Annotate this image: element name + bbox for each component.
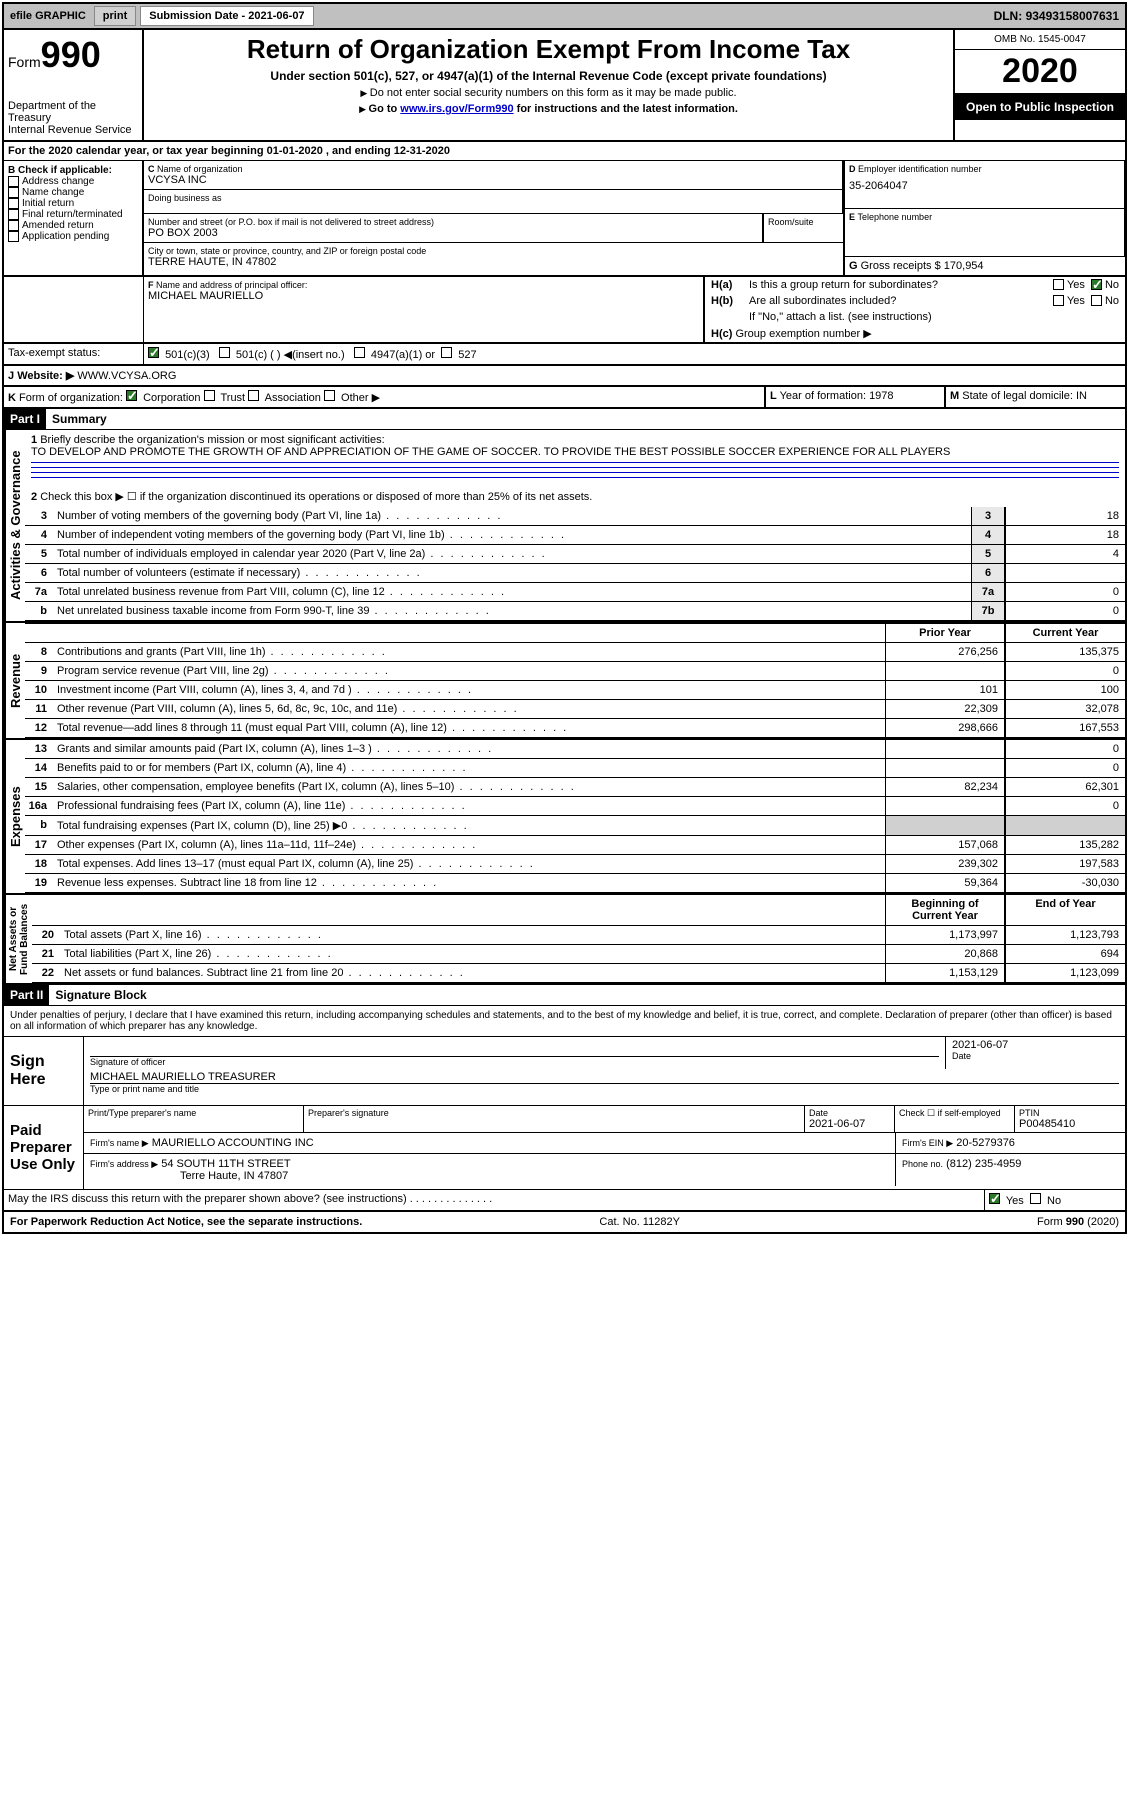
section-c: C Name of organization VCYSA INC Doing b… — [144, 161, 845, 275]
part1-rev: Revenue Prior Year Current Year 8Contrib… — [4, 623, 1125, 740]
table-row: 10Investment income (Part VIII, column (… — [25, 681, 1125, 700]
table-row: 15Salaries, other compensation, employee… — [25, 778, 1125, 797]
cb-501c[interactable] — [219, 347, 230, 358]
dept-label: Department of the Treasury Internal Reve… — [8, 100, 138, 136]
table-row: 7aTotal unrelated business revenue from … — [25, 583, 1125, 602]
ein: 35-2064047 — [849, 180, 1120, 192]
discuss-yes[interactable] — [989, 1193, 1000, 1204]
table-row: 20Total assets (Part X, line 16)1,173,99… — [32, 926, 1125, 945]
omb: OMB No. 1545-0047 — [955, 30, 1125, 50]
org-name: VCYSA INC — [148, 174, 838, 186]
table-row: 3Number of voting members of the governi… — [25, 507, 1125, 526]
table-row: 19Revenue less expenses. Subtract line 1… — [25, 874, 1125, 893]
table-row: 18Total expenses. Add lines 13–17 (must … — [25, 855, 1125, 874]
bcdeg-block: B Check if applicable: Address change Na… — [4, 161, 1125, 277]
print-button[interactable]: print — [94, 6, 136, 26]
part1-exp: Expenses 13Grants and similar amounts pa… — [4, 740, 1125, 895]
table-row: 13Grants and similar amounts paid (Part … — [25, 740, 1125, 759]
sign-here: Sign Here Signature of officer 2021-06-0… — [4, 1037, 1125, 1106]
table-row: 22Net assets or fund balances. Subtract … — [32, 964, 1125, 983]
org-address: PO BOX 2003 — [148, 227, 758, 239]
ag-rows: 3Number of voting members of the governi… — [25, 507, 1125, 621]
table-row: 11Other revenue (Part VIII, column (A), … — [25, 700, 1125, 719]
form990-link[interactable]: www.irs.gov/Form990 — [400, 103, 513, 115]
website-row: J Website: ▶ WWW.VCYSA.ORG — [4, 366, 1125, 387]
cb-other[interactable] — [324, 390, 335, 401]
cb-final-return[interactable] — [8, 209, 19, 220]
table-row: 17Other expenses (Part IX, column (A), l… — [25, 836, 1125, 855]
hb-no[interactable] — [1091, 295, 1102, 306]
form-number: Form990 — [8, 34, 138, 76]
tax-year: 2020 — [955, 50, 1125, 94]
table-row: 5Total number of individuals employed in… — [25, 545, 1125, 564]
discuss-no[interactable] — [1030, 1193, 1041, 1204]
cb-amended-return[interactable] — [8, 220, 19, 231]
table-row: bTotal fundraising expenses (Part IX, co… — [25, 816, 1125, 836]
klm-row: K Form of organization: Corporation Trus… — [4, 387, 1125, 409]
net-rows: 20Total assets (Part X, line 16)1,173,99… — [32, 926, 1125, 983]
paid-preparer: Paid Preparer Use Only Print/Type prepar… — [4, 1106, 1125, 1190]
inspection-badge: Open to Public Inspection — [955, 94, 1125, 120]
discuss-row: May the IRS discuss this return with the… — [4, 1190, 1125, 1212]
cb-corp[interactable] — [126, 390, 137, 401]
form-title: Return of Organization Exempt From Incom… — [148, 34, 949, 65]
part1-net: Net Assets or Fund Balances Beginning of… — [4, 895, 1125, 985]
declaration: Under penalties of perjury, I declare th… — [4, 1006, 1125, 1037]
section-deg: D Employer identification number 35-2064… — [845, 161, 1125, 275]
gross-receipts: 170,954 — [944, 260, 984, 272]
footer: For Paperwork Reduction Act Notice, see … — [4, 1212, 1125, 1232]
exp-rows: 13Grants and similar amounts paid (Part … — [25, 740, 1125, 893]
table-row: 9Program service revenue (Part VIII, lin… — [25, 662, 1125, 681]
part1-header: Part I Summary — [4, 409, 1125, 430]
table-row: 12Total revenue—add lines 8 through 11 (… — [25, 719, 1125, 738]
cb-4947[interactable] — [354, 347, 365, 358]
section-b: B Check if applicable: Address change Na… — [4, 161, 144, 275]
cb-trust[interactable] — [204, 390, 215, 401]
taxexempt-row: Tax-exempt status: 501(c)(3) 501(c) ( ) … — [4, 344, 1125, 366]
table-row: 8Contributions and grants (Part VIII, li… — [25, 643, 1125, 662]
sidebar-rev: Revenue — [4, 623, 25, 738]
table-row: 4Number of independent voting members of… — [25, 526, 1125, 545]
sidebar-net: Net Assets or Fund Balances — [4, 895, 32, 983]
cb-initial-return[interactable] — [8, 198, 19, 209]
table-row: 16aProfessional fundraising fees (Part I… — [25, 797, 1125, 816]
sub2: Go to www.irs.gov/Form990 for instructio… — [148, 103, 949, 115]
form-page: efile GRAPHIC print Submission Date - 20… — [2, 2, 1127, 1234]
header: Form990 Department of the Treasury Inter… — [4, 30, 1125, 142]
rev-rows: 8Contributions and grants (Part VIII, li… — [25, 643, 1125, 738]
sidebar-exp: Expenses — [4, 740, 25, 893]
efile-label: efile GRAPHIC — [4, 10, 92, 22]
officer-name: MICHAEL MAURIELLO — [148, 290, 699, 302]
part1-ag: Activities & Governance 1 Briefly descri… — [4, 430, 1125, 623]
table-row: 6Total number of volunteers (estimate if… — [25, 564, 1125, 583]
cb-address-change[interactable] — [8, 176, 19, 187]
table-row: 14Benefits paid to or for members (Part … — [25, 759, 1125, 778]
ha-no[interactable] — [1091, 279, 1102, 290]
topbar: efile GRAPHIC print Submission Date - 20… — [4, 4, 1125, 30]
hb-yes[interactable] — [1053, 295, 1064, 306]
officer-name-title: MICHAEL MAURIELLO TREASURER — [90, 1071, 1119, 1084]
table-row: bNet unrelated business taxable income f… — [25, 602, 1125, 621]
cb-assoc[interactable] — [248, 390, 259, 401]
cb-application-pending[interactable] — [8, 231, 19, 242]
cb-name-change[interactable] — [8, 187, 19, 198]
org-city: TERRE HAUTE, IN 47802 — [148, 256, 839, 268]
cb-527[interactable] — [441, 347, 452, 358]
line-a: For the 2020 calendar year, or tax year … — [4, 142, 1125, 161]
submission-date: Submission Date - 2021-06-07 — [140, 6, 313, 26]
sub1: Do not enter social security numbers on … — [148, 87, 949, 99]
ha-yes[interactable] — [1053, 279, 1064, 290]
table-row: 21Total liabilities (Part X, line 26)20,… — [32, 945, 1125, 964]
sidebar-ag: Activities & Governance — [4, 430, 25, 621]
cb-501c3[interactable] — [148, 347, 159, 358]
dln: DLN: 93493158007631 — [994, 9, 1125, 23]
fh-block: F Name and address of principal officer:… — [4, 277, 1125, 344]
mission-text: TO DEVELOP AND PROMOTE THE GROWTH OF AND… — [31, 446, 950, 458]
form-subtitle: Under section 501(c), 527, or 4947(a)(1)… — [148, 69, 949, 83]
website-url: WWW.VCYSA.ORG — [77, 370, 176, 382]
part2-header: Part II Signature Block — [4, 985, 1125, 1006]
